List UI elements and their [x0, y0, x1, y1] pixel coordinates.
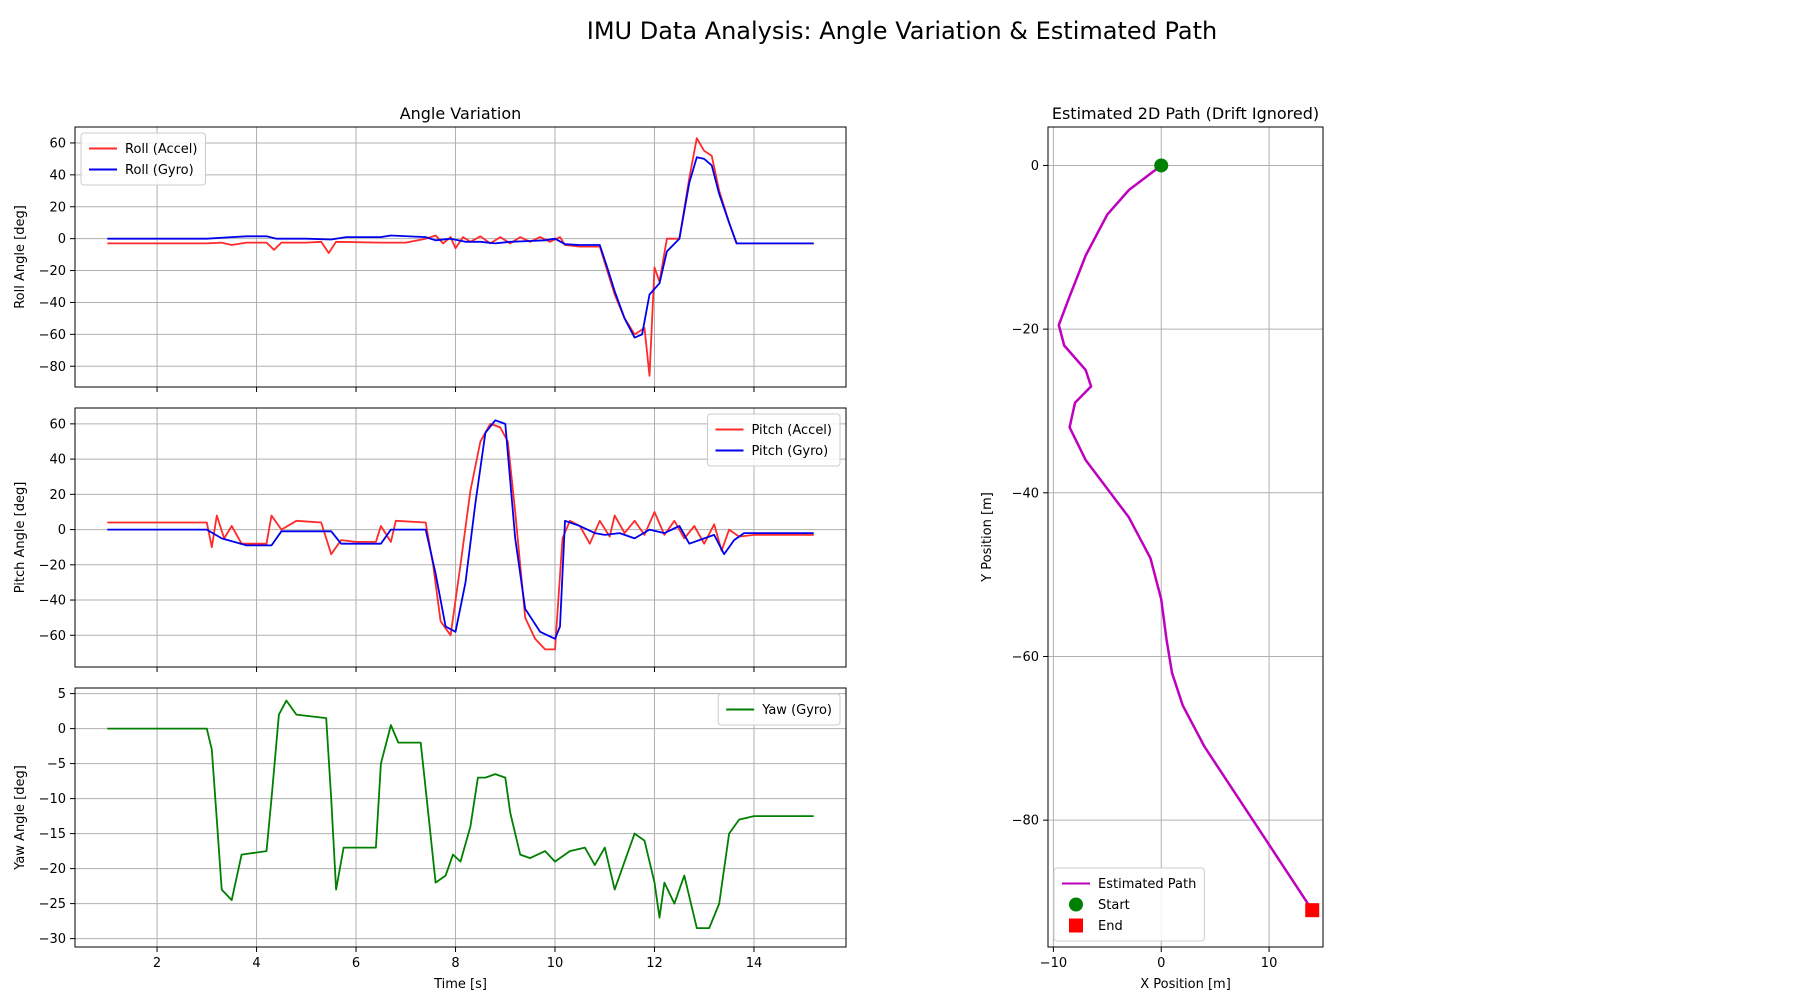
legend: Estimated Path Start End	[1053, 867, 1205, 942]
series-line-roll-accel	[107, 137, 814, 377]
y-tick-label: −40	[39, 594, 66, 609]
y-tick-label: 20	[49, 488, 66, 503]
y-tick-label: 40	[49, 168, 66, 183]
legend-label-yaw-gyro: Yaw (Gyro)	[761, 703, 832, 718]
legend-label-pitch-gyro: Pitch (Gyro)	[752, 444, 829, 459]
legend-box	[80, 132, 206, 186]
y-axis-label: Roll Angle [deg]	[13, 205, 28, 309]
y-tick-label: 5	[58, 687, 66, 702]
series-line-estimated-path	[1057, 164, 1314, 911]
legend: Yaw (Gyro)	[717, 693, 841, 726]
x-axis-label: X Position [m]	[1140, 977, 1231, 992]
legend-label-pitch-accel: Pitch (Accel)	[752, 423, 833, 438]
y-tick-label: −15	[39, 827, 66, 842]
start-marker	[1154, 158, 1169, 173]
figure-title: IMU Data Analysis: Angle Variation & Est…	[587, 17, 1217, 45]
legend-swatch-start	[1069, 897, 1083, 912]
y-tick-label: −60	[39, 328, 66, 343]
x-tick-label: 0	[1157, 956, 1165, 971]
y-tick-label: −25	[39, 897, 66, 912]
y-tick-label: −20	[39, 862, 66, 877]
y-tick-label: −20	[1012, 323, 1039, 338]
x-tick-label: 12	[646, 956, 663, 971]
y-tick-label: 0	[58, 232, 66, 247]
y-tick-label: −80	[1012, 814, 1039, 829]
y-axis-label: Yaw Angle [deg]	[13, 765, 28, 871]
x-tick-label: 8	[451, 956, 459, 971]
chart-yaw: 2 4 6 8 10 12 14 −30 −25 −20 −15 −10 −5 0 5 Time [s] Yaw…	[13, 687, 847, 992]
subplot-title: Estimated 2D Path (Drift Ignored)	[1052, 104, 1319, 123]
y-tick-label: 60	[49, 417, 66, 432]
axes-frame	[74, 126, 847, 388]
legend-label-start: Start	[1098, 898, 1130, 913]
x-tick-label: 14	[746, 956, 763, 971]
x-tick-label: 6	[352, 956, 360, 971]
series-line-pitch-gyro	[107, 419, 814, 640]
x-tick-label: 2	[153, 956, 161, 971]
x-tick-label: 10	[547, 956, 564, 971]
y-tick-label: 0	[58, 523, 66, 538]
x-tick-label: 10	[1261, 956, 1278, 971]
legend-label-roll-accel: Roll (Accel)	[125, 142, 197, 157]
x-axis-label: Time [s]	[433, 977, 487, 992]
y-tick-label: −5	[47, 757, 66, 772]
y-tick-label: 40	[49, 453, 66, 468]
x-tick-label: −10	[1040, 956, 1067, 971]
legend-swatch-end	[1069, 918, 1083, 933]
y-axis-label: Y Position [m]	[980, 492, 995, 583]
y-tick-label: −40	[39, 296, 66, 311]
legend: Pitch (Accel) Pitch (Gyro)	[707, 413, 841, 467]
chart-pitch: −60 −40 −20 0 20 40 60 Pitch Angle [deg] Pitch (…	[13, 407, 847, 672]
subplot-title: Angle Variation	[400, 104, 522, 123]
y-tick-label: 60	[49, 136, 66, 151]
chart-roll: −80 −60 −40 −20 0 20 40 60 Angle Variation Roll A…	[13, 104, 847, 392]
y-tick-label: 20	[49, 200, 66, 215]
y-tick-label: −60	[1012, 650, 1039, 665]
legend-label-roll-gyro: Roll (Gyro)	[125, 163, 194, 178]
y-tick-label: −80	[39, 360, 66, 375]
axes-frame	[1047, 126, 1324, 948]
y-tick-label: −10	[39, 792, 66, 807]
x-tick-label: 4	[252, 956, 260, 971]
y-tick-label: −40	[1012, 486, 1039, 501]
series-line-yaw-gyro	[107, 699, 814, 929]
axes-frame	[74, 687, 847, 948]
y-tick-label: −20	[39, 558, 66, 573]
legend-label-end: End	[1098, 919, 1123, 934]
y-axis-label: Pitch Angle [deg]	[13, 482, 28, 594]
y-tick-label: −60	[39, 629, 66, 644]
y-tick-label: −30	[39, 932, 66, 947]
chart-path: −10 0 10 −80 −60 −40 −20 0 Estimated 2D Path (Dr…	[980, 104, 1324, 992]
legend: Roll (Accel) Roll (Gyro)	[80, 132, 206, 186]
legend-box	[707, 413, 841, 467]
series-line-roll-gyro	[107, 156, 814, 339]
legend-box	[717, 693, 841, 726]
legend-label-estimated-path: Estimated Path	[1098, 877, 1196, 892]
y-tick-label: 0	[58, 722, 66, 737]
legend-box	[1053, 867, 1205, 942]
y-tick-label: −20	[39, 264, 66, 279]
end-marker	[1305, 903, 1320, 918]
series-line-pitch-accel	[107, 423, 814, 651]
y-tick-label: 0	[1031, 159, 1039, 174]
axes-frame	[74, 407, 847, 668]
